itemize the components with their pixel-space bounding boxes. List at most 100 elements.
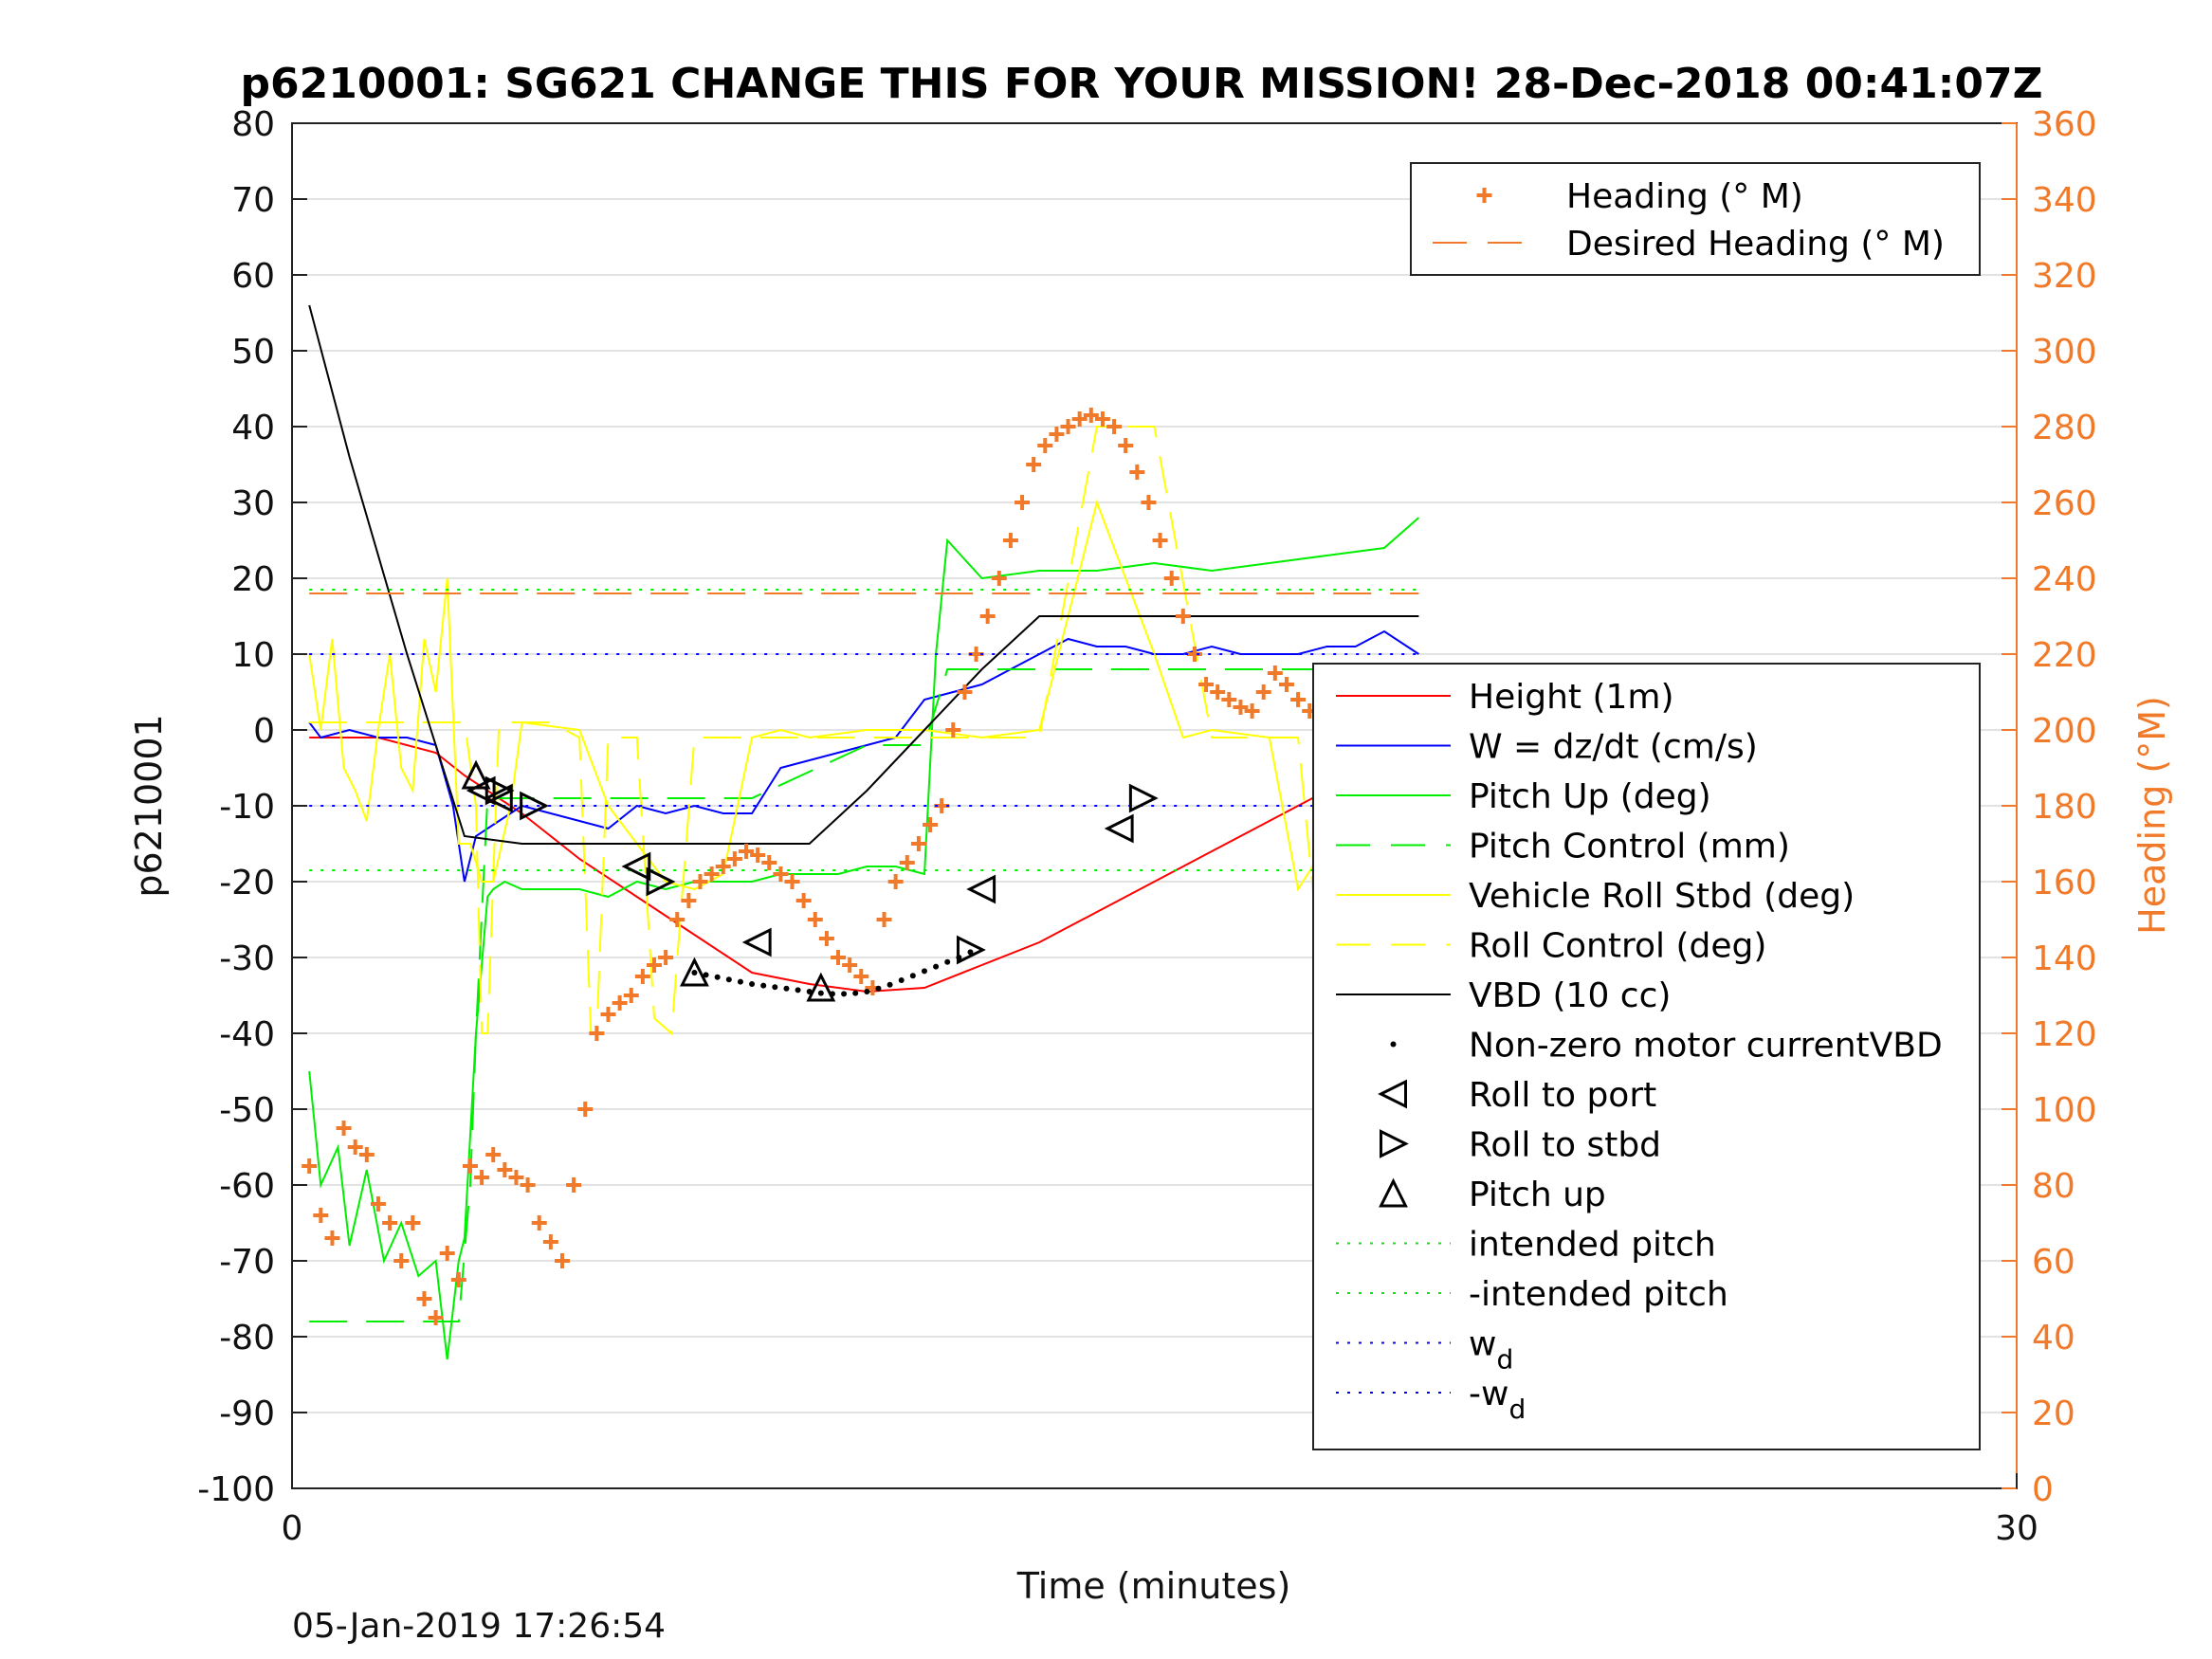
footer-timestamp: 05-Jan-2019 17:26:54 — [292, 1607, 666, 1646]
vbd-motor-dot — [783, 985, 790, 992]
heading-point — [1221, 692, 1237, 707]
vbd-motor-dot — [841, 991, 848, 997]
heading-point — [910, 836, 926, 851]
y-tick-label: 30 — [231, 484, 275, 523]
y-tick-label: -30 — [219, 939, 275, 978]
legend-swatch — [1379, 1177, 1408, 1208]
heading-point — [1198, 677, 1215, 692]
heading-point — [508, 1170, 524, 1185]
x-tick-label: 0 — [282, 1509, 303, 1548]
heading-point — [1210, 684, 1226, 700]
legend-swatch — [1476, 188, 1492, 203]
y-tick-label: -40 — [219, 1015, 275, 1054]
legend-label: Pitch Up (deg) — [1469, 777, 1711, 816]
heading-point — [692, 874, 708, 889]
right-y-ticks: 3603403203002802602402202001801601401201… — [2002, 105, 2097, 1509]
heading-point — [1152, 533, 1168, 548]
heading-point — [497, 1162, 513, 1177]
heading-point — [313, 1208, 329, 1223]
y2-tick-label: 100 — [2032, 1091, 2097, 1130]
y-tick-label: 70 — [231, 181, 275, 220]
heading-point — [405, 1215, 421, 1231]
heading-point — [807, 912, 823, 927]
heading-point — [1255, 684, 1271, 700]
vbd-motor-dot — [864, 989, 870, 994]
series-pitch-control-mm — [309, 668, 1419, 1322]
heading-point — [1106, 419, 1123, 434]
legend-label: Non-zero motor currentVBD — [1469, 1027, 1943, 1066]
heading-point — [324, 1231, 340, 1246]
heading-point — [1037, 438, 1053, 453]
heading-point — [750, 848, 766, 863]
heading-point — [1175, 609, 1191, 624]
heading-point — [600, 1007, 616, 1022]
heading-point — [462, 1158, 478, 1174]
heading-point — [428, 1310, 444, 1325]
y-tick-label: -60 — [219, 1167, 275, 1206]
y-tick-label: 60 — [231, 257, 275, 296]
y-tick-label: 40 — [231, 409, 275, 447]
roll-to-port-marker — [741, 927, 772, 957]
heading-point — [1071, 411, 1088, 427]
y2-tick-label: 260 — [2032, 484, 2097, 523]
vbd-motor-dot — [703, 972, 709, 978]
heading-point — [1118, 438, 1134, 453]
legend-label: Vehicle Roll Stbd (deg) — [1469, 877, 1855, 916]
heading-point — [577, 1102, 594, 1117]
heading-point — [554, 1253, 570, 1268]
heading-point — [761, 855, 777, 870]
heading-point — [957, 684, 973, 700]
y-tick-label: -20 — [219, 864, 275, 902]
series-pitch-up-deg — [308, 517, 1420, 1360]
heading-point — [923, 817, 939, 832]
heading-point — [842, 957, 858, 973]
y2-tick-label: 280 — [2032, 409, 2097, 447]
legend-label: VBD (10 cc) — [1469, 976, 1671, 1015]
roll-to-port-marker — [621, 851, 651, 882]
y-tick-label: 20 — [231, 560, 275, 599]
heading-point — [945, 722, 961, 738]
x-ticks: 0 30 — [282, 1473, 2038, 1548]
pitch-up-marker — [680, 957, 709, 987]
y2-tick-label: 360 — [2032, 105, 2097, 144]
vbd-motor-dot — [817, 990, 824, 996]
vbd-motor-dot — [760, 982, 767, 989]
series-heading-m — [302, 408, 1421, 1325]
series-w-dz-dt-cm-s — [308, 629, 1419, 883]
pitch-up-marker — [461, 759, 491, 790]
legend-label: Roll Control (deg) — [1469, 927, 1766, 966]
roll-to-stbd-marker — [1128, 783, 1159, 813]
series-vbd-10-cc — [308, 304, 1419, 845]
y2-tick-label: 200 — [2032, 712, 2097, 751]
heading-point — [393, 1253, 410, 1268]
roll-to-port-marker — [466, 775, 496, 806]
vbd-motor-dot — [909, 973, 916, 979]
y2-tick-label: 120 — [2032, 1015, 2097, 1054]
heading-point — [474, 1170, 490, 1185]
heading-point — [818, 931, 834, 946]
vbd-motor-dot — [944, 958, 951, 965]
x-axis-label: Time (minutes) — [1016, 1565, 1291, 1607]
legend-label: Pitch up — [1469, 1176, 1606, 1214]
roll-to-stbd-marker — [484, 775, 515, 806]
vbd-motor-dot — [852, 990, 859, 996]
heading-point — [876, 912, 892, 927]
heading-point — [704, 866, 720, 882]
heading-point — [347, 1139, 363, 1155]
heading-point — [382, 1215, 398, 1231]
heading-point — [991, 571, 1007, 586]
heading-point — [681, 893, 697, 908]
heading-point — [612, 995, 628, 1011]
heading-point — [1233, 700, 1249, 715]
heading-point — [542, 1234, 558, 1249]
heading-point — [1049, 427, 1065, 442]
y2-tick-label: 40 — [2032, 1319, 2075, 1358]
vbd-motor-dot — [898, 977, 905, 983]
heading-point — [1002, 533, 1018, 548]
heading-point — [658, 950, 674, 965]
heading-point — [1094, 411, 1110, 427]
heading-point — [416, 1291, 432, 1306]
legend-label: Height (1m) — [1469, 678, 1674, 717]
heading-point — [784, 874, 800, 889]
heading-point — [795, 893, 812, 908]
